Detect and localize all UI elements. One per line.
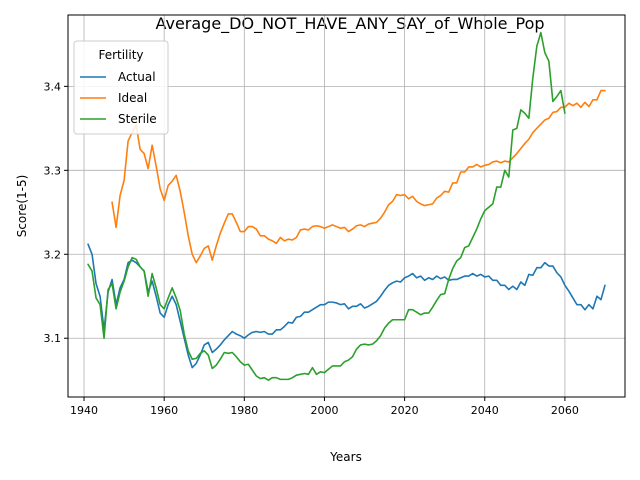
legend-items: Actual Ideal Sterile [80, 70, 157, 126]
axis-ticks: 1940 1960 1980 2000 2020 2040 2060 3.1 3.2 3.3 3.4 [44, 80, 579, 417]
legend: Fertility Actual Ideal Sterile [73, 40, 169, 135]
chart-title: Average_DO_NOT_HAVE_ANY_SAY_of_Whole_Pop [155, 14, 544, 34]
legend-label-actual: Actual [118, 70, 156, 84]
legend-title: Fertility [98, 48, 143, 62]
y-tick-label: 3.4 [44, 80, 62, 93]
series-line-actual [87, 243, 606, 369]
x-tick-label: 2040 [471, 404, 499, 417]
y-tick-label: 3.3 [44, 164, 62, 177]
series-lines [87, 31, 606, 382]
legend-box [73, 40, 169, 135]
y-axis-label: Score(1-5) [15, 175, 29, 238]
x-tick-label: 1980 [230, 404, 258, 417]
x-tick-label: 2020 [391, 404, 419, 417]
legend-label-ideal: Ideal [118, 91, 147, 105]
series-line-sterile [87, 31, 566, 382]
y-tick-label: 3.2 [44, 248, 62, 261]
plot-frame [67, 14, 626, 398]
x-tick-label: 2000 [310, 404, 338, 417]
y-tick-label: 3.1 [44, 332, 62, 345]
x-tick-label: 2060 [551, 404, 579, 417]
x-tick-label: 1960 [150, 404, 178, 417]
series-line-ideal [111, 89, 606, 264]
legend-label-sterile: Sterile [118, 112, 157, 126]
x-tick-label: 1940 [70, 404, 98, 417]
x-axis-label: Years [329, 450, 362, 464]
